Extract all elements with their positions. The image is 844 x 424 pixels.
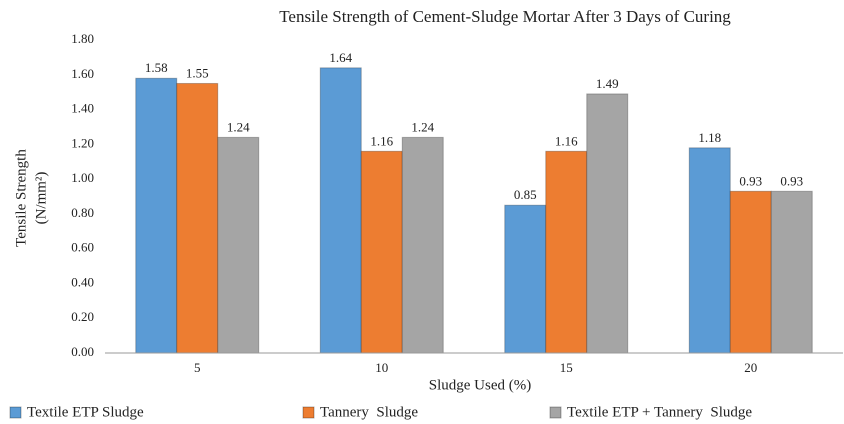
y-tick-label: 0.80 [71, 205, 94, 220]
legend-swatch [302, 406, 315, 419]
bar [729, 190, 772, 354]
bar [135, 77, 178, 354]
chart-title: Tensile Strength of Cement-Sludge Mortar… [279, 7, 731, 26]
data-label: 0.85 [514, 187, 537, 202]
data-label: 1.55 [186, 65, 209, 80]
y-tick-label: 1.60 [71, 66, 94, 81]
legend-label: Textile ETP + Tannery Sludge [567, 404, 752, 420]
data-label: 1.64 [329, 50, 352, 65]
x-tick-label: 15 [560, 360, 573, 375]
bar [176, 82, 219, 354]
bar [401, 136, 444, 354]
y-tick-label: 0.60 [71, 240, 94, 255]
bar [217, 136, 260, 354]
data-label: 1.18 [698, 130, 721, 145]
bar [504, 204, 547, 354]
x-tick-label: 20 [744, 360, 757, 375]
data-label: 1.49 [596, 76, 619, 91]
y-tick-label: 1.40 [71, 101, 94, 116]
bar [770, 190, 813, 354]
y-tick-label: 1.20 [71, 135, 94, 150]
legend-swatch [9, 406, 22, 419]
bar [586, 93, 629, 354]
data-label: 0.93 [780, 173, 803, 188]
x-axis-title: Sludge Used (%) [429, 377, 531, 393]
bar [319, 67, 362, 354]
y-tick-label: 0.40 [71, 274, 94, 289]
data-label: 0.93 [739, 173, 762, 188]
legend-label: Textile ETP Sludge [27, 404, 144, 420]
bar [360, 150, 403, 354]
data-label: 1.58 [145, 60, 168, 75]
x-tick-label: 5 [194, 360, 201, 375]
y-axis-title: Tensile Strength [13, 149, 29, 247]
y-tick-label: 0.20 [71, 309, 94, 324]
y-tick-label: 1.00 [71, 170, 94, 185]
y-tick-label: 0.00 [71, 344, 94, 359]
data-label: 1.16 [370, 133, 393, 148]
y-tick-label: 1.80 [71, 31, 94, 46]
y-axis-title: (N/mm²) [33, 172, 49, 225]
legend-label: Tannery Sludge [320, 404, 418, 420]
legend-swatch [549, 406, 562, 419]
x-tick-label: 10 [375, 360, 388, 375]
data-label: 1.16 [555, 133, 578, 148]
data-label: 1.24 [411, 119, 434, 134]
data-label: 1.24 [227, 119, 250, 134]
bar [688, 147, 731, 354]
bar [545, 150, 588, 354]
